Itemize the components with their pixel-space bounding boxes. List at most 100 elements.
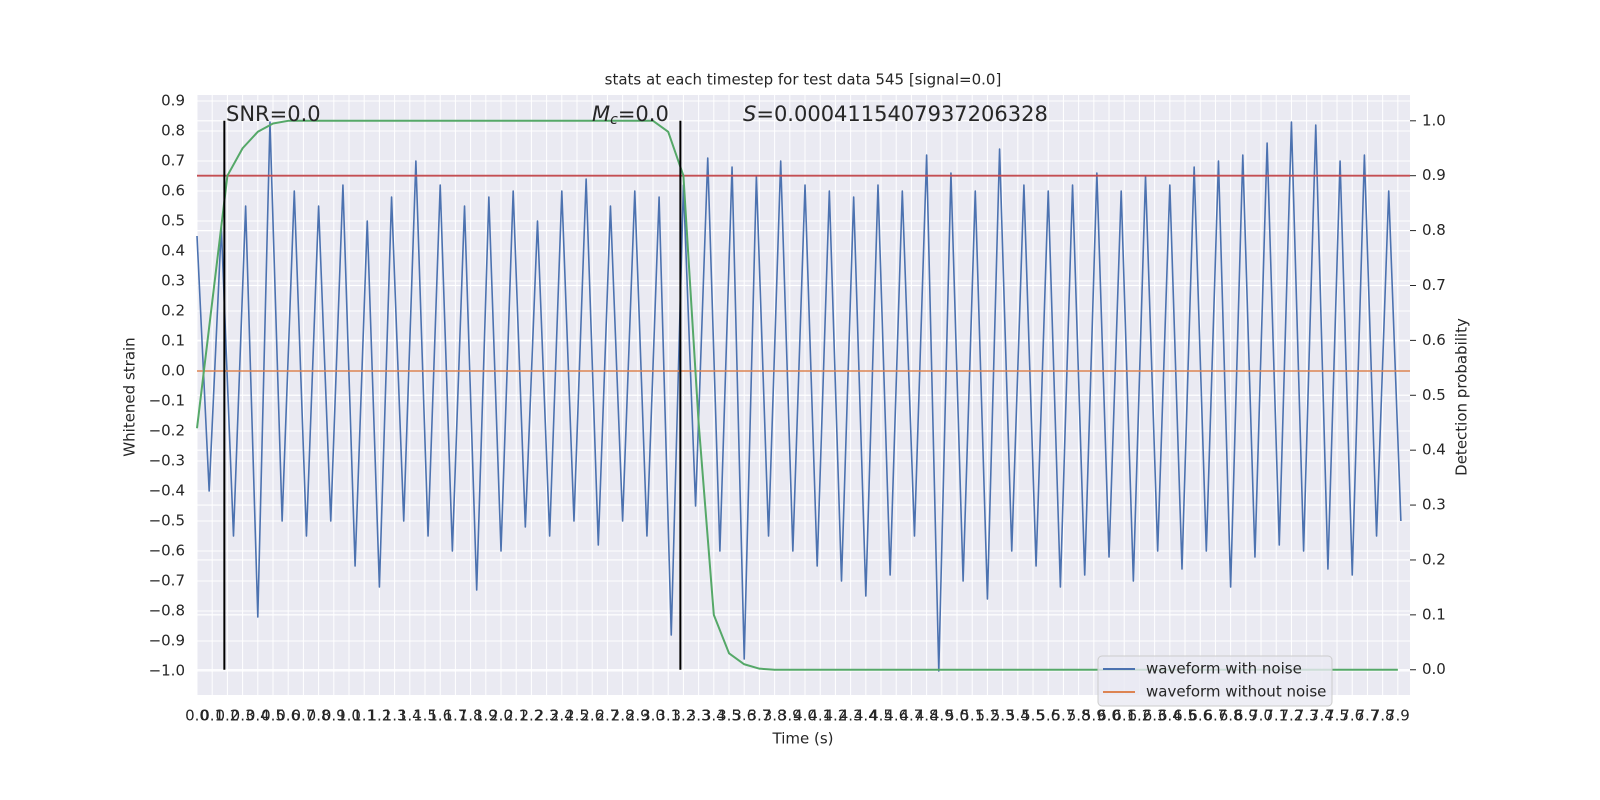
y-tick-label: −0.8 — [149, 602, 185, 620]
x-tick-label: 7.6 — [1340, 707, 1364, 725]
mc-annotation: Mc=0.0 — [592, 102, 669, 128]
x-tick-label: 5.4 — [1006, 707, 1030, 725]
y-tick-label: 0.1 — [161, 332, 185, 350]
x-tick-label: 6.3 — [1143, 707, 1167, 725]
y2-tick-label: 0.0 — [1422, 660, 1446, 678]
x-tick-label: 3.5 — [717, 707, 741, 725]
x-tick-label: 6.4 — [1158, 707, 1182, 725]
x-tick-label: 4.0 — [793, 707, 817, 725]
y-tick-label: 0.6 — [161, 182, 185, 200]
x-tick-label: 7.4 — [1310, 707, 1334, 725]
y2-tick-label: 0.2 — [1422, 550, 1446, 568]
y2-tick-label: 0.5 — [1422, 386, 1446, 404]
y-tick-label: 0.9 — [161, 92, 185, 110]
detection-line — [196, 119, 1398, 671]
x-tick-label: 7.3 — [1295, 707, 1319, 725]
x-tick-label: 0.8 — [307, 707, 331, 725]
y-tick-label: −0.5 — [149, 512, 185, 530]
y2-tick-label: 0.7 — [1422, 276, 1446, 294]
x-tick-label: 7.0 — [1249, 707, 1273, 725]
marks — [196, 119, 1410, 672]
y-tick-label: 0.5 — [161, 212, 185, 230]
snr-annotation: SNR=0.0 — [226, 102, 321, 126]
grid — [196, 95, 1410, 695]
x-tick-label: 2.3 — [535, 707, 559, 725]
s-symbol: S — [743, 102, 756, 126]
x-tick-label: 1.8 — [459, 707, 483, 725]
x-tick-label: 0.0 — [185, 707, 209, 725]
y2-tick-label: 0.1 — [1422, 605, 1446, 623]
y-axis-label: Whitened strain — [121, 337, 139, 456]
x-tick-label: 2.0 — [489, 707, 513, 725]
x-tick-label: 4.8 — [915, 707, 939, 725]
x-tick-label: 2.4 — [550, 707, 574, 725]
series-line — [196, 121, 1402, 672]
x-tick-label: 7.7 — [1356, 707, 1380, 725]
legend-label: waveform without noise — [1146, 683, 1326, 701]
x-tick-label: 2.7 — [595, 707, 619, 725]
x-tick-label: 6.9 — [1234, 707, 1258, 725]
x-tick-label: 1.1 — [352, 707, 376, 725]
x-tick-label: 4.7 — [899, 707, 923, 725]
x-tick-label: 4.2 — [823, 707, 847, 725]
mc-value: =0.0 — [618, 102, 669, 126]
y-tick-label: −0.1 — [149, 392, 185, 410]
x-tick-label: 1.2 — [367, 707, 391, 725]
y-tick-label: 0.4 — [161, 242, 185, 260]
x-tick-label: 5.0 — [945, 707, 969, 725]
y-tick-label: 0.0 — [161, 362, 185, 380]
x-tick-label: 6.0 — [1097, 707, 1121, 725]
x-tick-label: 5.9 — [1082, 707, 1106, 725]
x-tick-label: 5.3 — [991, 707, 1015, 725]
x-tick-label: 5.2 — [975, 707, 999, 725]
x-tick-label: 2.1 — [504, 707, 528, 725]
y2-axis-label: Detection probability — [1453, 318, 1471, 476]
y2-tick-label: 1.0 — [1422, 111, 1446, 129]
y-tick-label: 0.7 — [161, 152, 185, 170]
x-tick-label: 7.5 — [1325, 707, 1349, 725]
x-tick-label: 2.8 — [611, 707, 635, 725]
x-tick-label: 4.9 — [930, 707, 954, 725]
legend-box — [1097, 655, 1333, 707]
y-tick-label: −0.2 — [149, 422, 185, 440]
x-tick-label: 0.7 — [291, 707, 315, 725]
x-tick-label: 1.5 — [413, 707, 437, 725]
x-tick-label: 7.1 — [1264, 707, 1288, 725]
x-tick-label: 5.6 — [1036, 707, 1060, 725]
x-tick-label: 7.2 — [1280, 707, 1304, 725]
s-value: =0.0004115407937206328 — [756, 102, 1048, 126]
y-tick-label: −0.4 — [149, 482, 185, 500]
x-tick-label: 4.5 — [869, 707, 893, 725]
x-tick-label: 0.2 — [215, 707, 239, 725]
x-tick-label: 3.9 — [778, 707, 802, 725]
y2-tick-label: 0.9 — [1422, 166, 1446, 184]
legend: waveform with noise waveform without nois… — [1097, 655, 1333, 707]
x-tick-label: 5.8 — [1067, 707, 1091, 725]
x-tick-label: 6.2 — [1128, 707, 1152, 725]
x-tick-label: 3.6 — [732, 707, 756, 725]
mc-subscript: c — [610, 112, 618, 128]
legend-label: waveform with noise — [1146, 660, 1302, 678]
x-tick-label: 5.5 — [1021, 707, 1045, 725]
y2-tick-label: 0.8 — [1422, 221, 1446, 239]
x-axis-label: Time (s) — [772, 730, 834, 748]
x-tick-label: 4.3 — [839, 707, 863, 725]
x-tick-label: 1.9 — [474, 707, 498, 725]
y-tick-label: 0.2 — [161, 302, 185, 320]
x-tick-label: 6.6 — [1188, 707, 1212, 725]
x-tick-label: 7.8 — [1371, 707, 1395, 725]
y-tick-label: −1.0 — [149, 662, 185, 680]
x-tick-label: 3.8 — [763, 707, 787, 725]
y-tick-label: 0.8 — [161, 122, 185, 140]
x-tick-label: 3.3 — [687, 707, 711, 725]
x-tick-label: 6.1 — [1112, 707, 1136, 725]
x-tick-label: 0.9 — [322, 707, 346, 725]
x-tick-label: 5.7 — [1051, 707, 1075, 725]
x-tick-label: 0.6 — [276, 707, 300, 725]
x-tick-label: 0.1 — [200, 707, 224, 725]
x-tick-label: 6.5 — [1173, 707, 1197, 725]
x-tick-label: 4.1 — [808, 707, 832, 725]
x-tick-label: 1.6 — [428, 707, 452, 725]
x-tick-label: 4.4 — [854, 707, 878, 725]
